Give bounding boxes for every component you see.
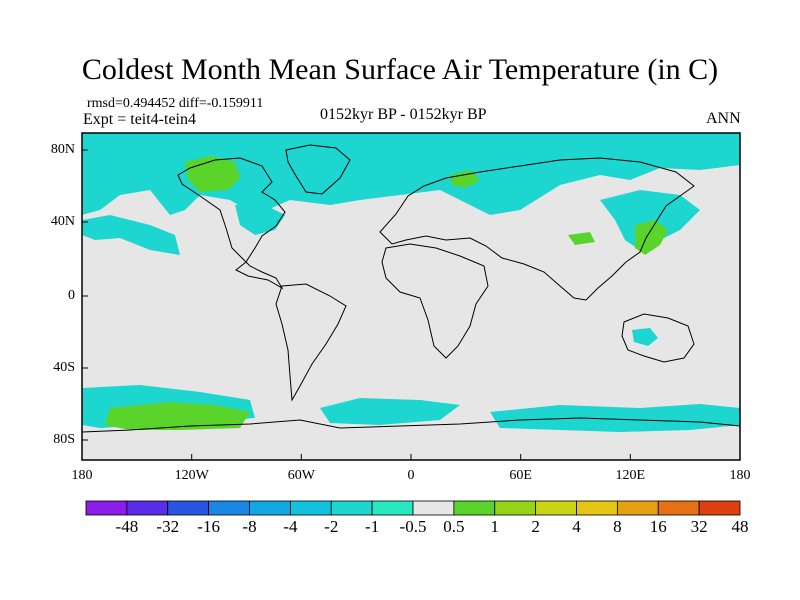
colorbar-tick-label: -2	[324, 517, 339, 536]
experiment-label: Expt = teit4-tein4	[83, 111, 196, 128]
stats-line: rmsd=0.494452 diff=-0.159911	[87, 95, 263, 113]
anomaly-patch-southern-ocean-3	[490, 404, 740, 432]
anomaly-field	[82, 133, 740, 432]
diff-value: -0.159911	[206, 96, 264, 111]
lon-tick-label: 180	[729, 468, 751, 483]
coastline-australia	[621, 313, 695, 363]
colorbar-tick-label: 1	[490, 517, 500, 536]
colorbar-tick-label: -16	[197, 517, 220, 536]
colorbar-tick-label: -48	[115, 517, 139, 536]
lon-tick-label: 120W	[174, 468, 209, 483]
lat-tick-label: 0	[68, 288, 75, 303]
axis-ticks	[81, 149, 741, 460]
lat-tick-label: 40N	[50, 214, 75, 229]
rmsd-label: rmsd=	[87, 96, 123, 111]
lon-tick-label: 120E	[615, 468, 646, 483]
colorbar-tick-label: -1	[365, 517, 380, 536]
coastline-south-america	[275, 283, 347, 402]
lat-tick-label: 80N	[50, 142, 75, 157]
anomaly-patch-australia	[632, 328, 658, 346]
anomaly-patch-japan	[635, 220, 668, 255]
colorbar-tick-label: 16	[649, 517, 667, 536]
colorbar-box	[249, 500, 291, 516]
colorbar-box	[330, 500, 373, 516]
colorbar-box	[535, 500, 577, 516]
diff-label: diff=	[178, 96, 207, 111]
colorbar-tick-label: 48	[731, 517, 749, 536]
colorbar-tick-label: -4	[283, 517, 298, 536]
lon-tick-label: 60E	[509, 468, 532, 483]
colorbar-box	[494, 500, 537, 516]
lat-tick-label: 80S	[53, 432, 75, 447]
colorbar-box	[126, 500, 169, 516]
colorbar-tick-label: 2	[531, 517, 540, 536]
anomaly-patch-southern-ocean-2	[320, 398, 460, 425]
colorbar-box	[453, 500, 496, 516]
colorbar-tick-label: 4	[572, 517, 581, 536]
lat-tick-label: 40S	[53, 360, 75, 375]
lon-tick-label: 180	[71, 468, 93, 483]
colorbar-box	[371, 500, 414, 516]
rmsd-value: 0.494452	[122, 96, 176, 111]
colorbar-box	[412, 500, 455, 516]
colorbar-tick-label: 32	[690, 517, 708, 536]
anomaly-patch-central-asia	[568, 232, 595, 245]
coastline-eurasia	[379, 157, 695, 301]
coastline-greenland	[285, 144, 351, 195]
colorbar-tick-label: 0.5	[443, 517, 465, 536]
coastline-north-america	[177, 157, 286, 290]
coastline-antarctica	[82, 417, 740, 433]
colorbar-box	[85, 500, 128, 516]
anomaly-patch-east-us	[235, 205, 285, 235]
anomaly-patch-east-asia	[600, 190, 700, 250]
anomaly-patch-antarctic-pacific	[105, 402, 250, 430]
lon-tick-label: 0	[407, 468, 415, 483]
colorbar-box	[698, 500, 741, 516]
colorbar-box	[616, 500, 659, 516]
coastlines	[82, 144, 740, 433]
lon-tick-label: 60W	[287, 468, 315, 483]
colorbar-box	[208, 500, 250, 516]
season-label: ANN	[706, 110, 741, 127]
colorbar-box	[576, 500, 618, 516]
colorbar-tick-label: -0.5	[399, 517, 427, 536]
colorbar-box	[657, 500, 700, 516]
anomaly-patch-na-west	[82, 215, 180, 255]
period-label: 0152kyr BP - 0152kyr BP	[320, 106, 487, 123]
anomaly-patch-arctic-pacific	[82, 133, 740, 215]
colorbar-tick-label: 8	[613, 517, 622, 536]
colorbar-box	[289, 500, 332, 516]
anomaly-patch-siberia	[450, 170, 480, 188]
colorbar-tick-label: -32	[156, 517, 180, 536]
coastline-africa	[381, 243, 489, 359]
colorbar	[85, 500, 741, 516]
colorbar-tick-label: -8	[242, 517, 257, 536]
colorbar-box	[167, 500, 210, 516]
map-title: Coldest Month Mean Surface Air Temperatu…	[81, 53, 719, 86]
